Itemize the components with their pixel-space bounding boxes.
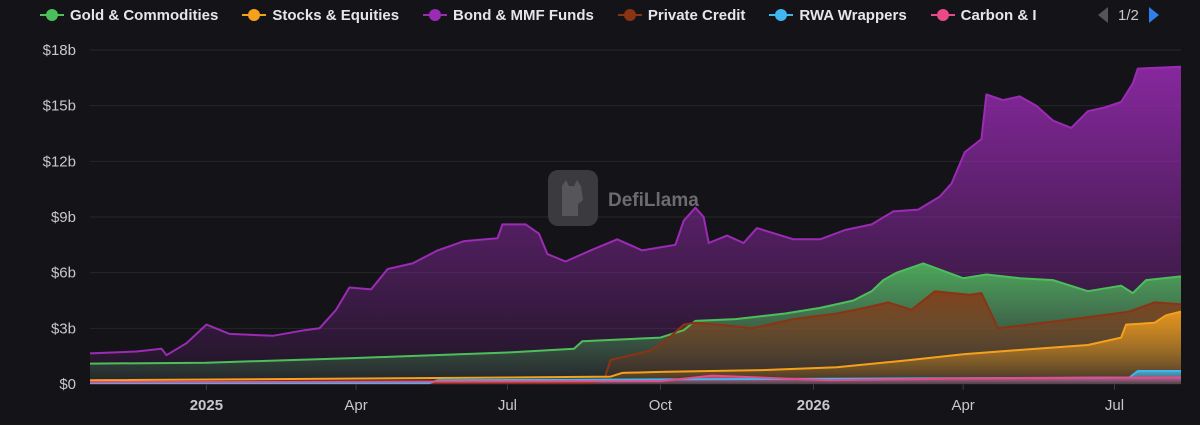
legend-item[interactable]: Stocks & Equities bbox=[242, 0, 399, 30]
legend-marker-icon bbox=[617, 9, 642, 21]
legend-marker-icon bbox=[242, 9, 267, 21]
legend-item[interactable]: Gold & Commodities bbox=[40, 0, 218, 30]
legend-label: Private Credit bbox=[647, 6, 746, 24]
series-line[interactable] bbox=[90, 290, 1182, 385]
y-tick-label: $18b bbox=[43, 42, 76, 59]
legend-item[interactable]: Carbon & I bbox=[930, 0, 1037, 30]
legend-marker-icon bbox=[423, 9, 448, 21]
llama-head-icon bbox=[562, 180, 583, 216]
legend-label: Bond & MMF Funds bbox=[453, 6, 594, 24]
legend-page-indicator: 1/2 bbox=[1118, 6, 1139, 24]
x-tick-label: Jul bbox=[1105, 397, 1124, 414]
watermark: DefiLlama bbox=[548, 170, 699, 226]
series-area bbox=[90, 311, 1181, 384]
y-tick-label: $15b bbox=[43, 98, 76, 115]
next-page-icon[interactable] bbox=[1148, 7, 1159, 23]
series-line[interactable] bbox=[89, 310, 1182, 382]
legend-items: Gold & Commodities Stocks & Equities Bond … bbox=[40, 0, 1090, 30]
x-tick-label: Apr bbox=[344, 397, 367, 414]
x-tick-label: Jul bbox=[498, 397, 517, 414]
y-axis: $0 $3b $6b $9b $12b $15b $18b bbox=[43, 42, 76, 393]
x-axis: 2025 Apr Jul Oct 2026 Apr Jul bbox=[190, 384, 1124, 414]
series-line[interactable] bbox=[89, 262, 1182, 365]
y-tick-label: $9b bbox=[51, 209, 76, 226]
x-tick-label: Apr bbox=[951, 397, 974, 414]
legend-label: Stocks & Equities bbox=[272, 6, 400, 24]
y-tick-label: $3b bbox=[51, 320, 76, 337]
legend-marker-icon bbox=[930, 9, 955, 21]
previous-page-icon[interactable] bbox=[1098, 7, 1108, 23]
legend-marker-icon bbox=[40, 9, 64, 21]
series-lines bbox=[89, 65, 1182, 385]
legend-item[interactable]: Bond & MMF Funds bbox=[423, 0, 594, 30]
x-tick-label: 2026 bbox=[797, 397, 830, 414]
x-tick-label: Oct bbox=[649, 397, 673, 414]
series-line[interactable] bbox=[90, 370, 1181, 385]
series-areas bbox=[90, 66, 1181, 384]
series-line[interactable] bbox=[89, 374, 1182, 384]
x-tick-label: 2025 bbox=[190, 397, 223, 414]
y-tick-label: $6b bbox=[51, 265, 76, 282]
legend-label: Gold & Commodities bbox=[70, 6, 219, 24]
legend-item[interactable]: Private Credit bbox=[617, 0, 746, 30]
legend-label: Carbon & I bbox=[960, 6, 1037, 24]
legend-marker-icon bbox=[769, 9, 794, 21]
watermark-text: DefiLlama bbox=[608, 190, 699, 211]
legend-label: RWA Wrappers bbox=[799, 6, 907, 24]
legend-pager: 1/2 bbox=[1098, 0, 1198, 30]
series-line[interactable] bbox=[89, 65, 1182, 357]
y-tick-label: $12b bbox=[43, 153, 76, 170]
y-tick-label: $0 bbox=[59, 376, 76, 393]
legend: Gold & Commodities Stocks & Equities Bond … bbox=[0, 0, 1200, 30]
legend-item[interactable]: RWA Wrappers bbox=[769, 0, 907, 30]
